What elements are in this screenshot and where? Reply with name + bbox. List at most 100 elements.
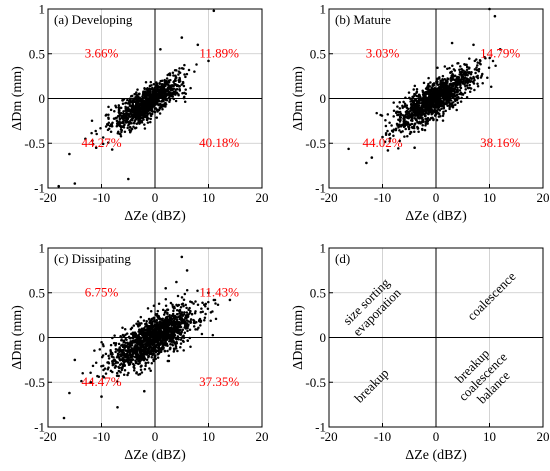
data-point — [438, 109, 442, 112]
data-point — [159, 339, 163, 342]
data-point — [476, 61, 479, 64]
data-point — [150, 355, 153, 359]
data-point — [149, 80, 153, 84]
data-point — [429, 116, 433, 120]
data-point — [440, 107, 443, 111]
data-point — [174, 88, 178, 91]
data-point — [121, 357, 125, 360]
data-point — [199, 324, 202, 327]
data-point — [446, 99, 449, 102]
data-point — [156, 339, 159, 342]
x-tick-label: 10 — [483, 190, 496, 205]
data-point — [176, 349, 179, 353]
data-point — [135, 346, 139, 349]
data-point — [409, 102, 413, 106]
data-point — [168, 339, 171, 343]
data-point — [420, 102, 424, 105]
data-point — [436, 111, 439, 114]
data-point — [142, 90, 145, 93]
data-point — [166, 311, 169, 314]
data-point — [451, 77, 454, 80]
data-point — [388, 121, 391, 124]
data-point — [139, 354, 143, 357]
data-point — [185, 306, 188, 310]
data-point — [122, 110, 125, 113]
data-point — [130, 94, 134, 98]
data-point — [164, 327, 168, 331]
data-point — [133, 331, 137, 334]
data-point — [445, 79, 449, 82]
scatter-points — [57, 9, 216, 188]
data-point — [128, 128, 131, 132]
data-point — [142, 93, 146, 97]
data-point — [169, 85, 172, 88]
data-point — [478, 61, 481, 65]
data-point — [147, 117, 150, 120]
data-point — [180, 321, 183, 325]
data-point — [182, 319, 185, 322]
data-point — [428, 109, 431, 112]
data-point — [148, 367, 151, 370]
data-point — [115, 371, 119, 375]
data-point — [131, 115, 135, 119]
data-point — [160, 342, 163, 345]
data-point — [185, 311, 189, 314]
data-point — [129, 327, 133, 331]
data-point — [136, 334, 139, 338]
quadrant-percent-bottom-left: 44.02% — [362, 135, 402, 150]
data-point — [458, 68, 461, 72]
data-point — [453, 69, 457, 72]
data-point — [80, 379, 83, 383]
data-point — [436, 77, 440, 80]
data-point — [128, 345, 131, 349]
x-axis-title: ΔZe (dBZ) — [405, 448, 467, 463]
data-point — [104, 125, 108, 128]
data-point — [182, 349, 185, 352]
x-tick-label: 0 — [433, 429, 440, 444]
data-point — [466, 81, 469, 85]
data-point — [157, 103, 160, 106]
data-point — [347, 147, 350, 151]
data-point — [140, 344, 144, 347]
data-point — [442, 112, 445, 115]
data-point — [171, 312, 175, 316]
data-point — [446, 93, 449, 97]
data-point — [178, 325, 181, 328]
data-point — [160, 88, 164, 91]
data-point — [163, 332, 166, 335]
data-point — [150, 112, 154, 116]
data-point — [175, 341, 179, 345]
data-point — [413, 98, 416, 102]
data-point — [113, 334, 116, 337]
data-point — [442, 110, 445, 114]
quadrant-percent-top-left: 3.03% — [366, 45, 400, 60]
outlier-point — [196, 43, 200, 47]
data-point — [133, 366, 136, 370]
data-point — [116, 349, 119, 352]
data-point — [180, 296, 184, 299]
data-point — [392, 101, 395, 104]
y-tick-label: -1 — [315, 181, 326, 196]
data-point — [416, 95, 420, 98]
data-point — [119, 106, 123, 110]
data-point — [129, 100, 132, 104]
data-point — [155, 93, 159, 97]
data-point — [397, 111, 401, 114]
data-point — [468, 90, 472, 93]
outlier-point — [68, 391, 71, 395]
data-point — [184, 75, 187, 79]
data-point — [424, 100, 427, 103]
data-point — [137, 373, 140, 376]
data-point — [398, 101, 401, 104]
data-point — [114, 362, 117, 365]
data-point — [163, 103, 167, 107]
data-point — [137, 359, 140, 363]
y-tick-label: -0.5 — [24, 136, 45, 151]
data-point — [179, 338, 183, 341]
data-point — [192, 321, 196, 324]
data-point — [134, 113, 137, 117]
data-point — [465, 68, 469, 72]
data-point — [124, 107, 127, 111]
data-point — [430, 87, 434, 90]
data-point — [403, 105, 406, 108]
